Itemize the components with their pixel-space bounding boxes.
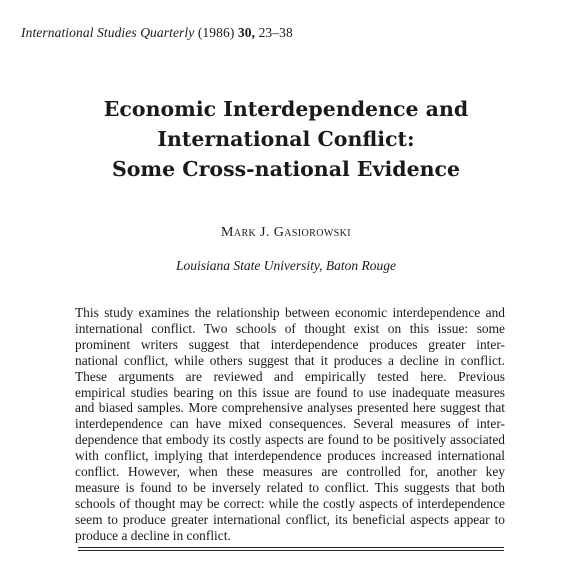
abstract-line: seem to produce greater international co… [75,511,505,527]
abstract-line: produce a decline in conflict. [75,527,231,543]
divider-rule [78,547,504,548]
abstract-line: national conflict, while others suggest … [75,352,505,368]
author-name: Mark J. Gasiorowski [221,225,351,240]
paper-title: Economic Interdependence and Internation… [0,94,572,184]
abstract-line: dependence that embody its costly aspect… [75,432,505,448]
journal-name: International Studies Quarterly [21,25,195,40]
abstract-line: schools of thought may be correct: while… [75,495,505,511]
title-line: Economic Interdependence and [103,97,469,121]
abstract-line: prominent writers suggest that interdepe… [75,336,505,352]
abstract-line: empirical studies bearing on this issue … [75,384,505,400]
title-line: Some Cross-national Evidence [111,157,461,181]
journal-volume: 30, [237,25,256,40]
abstract-line: and biased samples. More comprehensive a… [75,400,505,416]
abstract-line: with conflict, implying that interdepend… [75,448,505,464]
journal-pages: 23–38 [258,25,293,40]
abstract-line: conflict. However, when these measures a… [75,464,505,480]
title-line: International Conflict: [157,127,415,151]
abstract-line: international conflict. Two schools of t… [75,320,505,336]
journal-citation: International Studies Quarterly (1986) 3… [21,25,293,41]
abstract-line: interdependence can have mixed consequen… [75,416,505,432]
abstract-line: This study examines the relationship bet… [75,305,505,320]
abstract-line: These arguments are reviewed and empiric… [75,368,505,384]
author-affiliation: Louisiana State University, Baton Rouge [175,258,397,273]
divider-rule [78,550,504,551]
journal-year: (1986) [197,25,235,40]
abstract: This study examines the relationship bet… [75,305,505,544]
abstract-line: measure is found to be inversely related… [75,479,505,495]
